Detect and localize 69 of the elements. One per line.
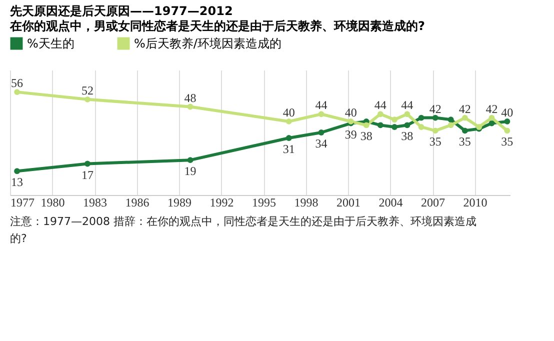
data-label: 17 [81, 168, 94, 182]
data-label: 48 [184, 90, 196, 105]
data-label: 38 [401, 129, 414, 144]
point [318, 111, 324, 118]
point [363, 122, 370, 128]
point [392, 124, 398, 130]
data-label: 42 [486, 102, 498, 116]
data-label: 35 [501, 134, 514, 149]
point [377, 111, 384, 118]
x-tick-label: 2004 [378, 196, 403, 210]
data-label: 44 [315, 98, 328, 112]
point [488, 114, 495, 121]
x-tick-label: 1983 [83, 196, 108, 210]
data-label: 39 [344, 127, 357, 142]
data-label: 19 [184, 164, 196, 178]
point [84, 160, 90, 167]
data-label: 44 [374, 98, 386, 112]
point [286, 135, 292, 141]
legend-label: %天生的 [27, 36, 74, 51]
text: 注意：1977—2008 措辞：在你的观点中，同性恋者是天生的还是由于后天教养、环境因素造成的? [10, 215, 476, 245]
point [488, 120, 495, 126]
point [187, 104, 194, 110]
point [14, 168, 20, 174]
data-label: 40 [282, 105, 295, 120]
x-tick-label: 1998 [294, 196, 318, 210]
point [448, 122, 454, 128]
point [377, 122, 384, 128]
data-label: 42 [458, 102, 471, 116]
point [418, 114, 424, 121]
chart-title: 先天原因还是后天原因——1977—2012 [9, 4, 233, 18]
point [318, 130, 324, 136]
x-tick-label: 1977 [10, 196, 34, 210]
data-label: 40 [501, 105, 514, 120]
data-label: 35 [458, 134, 471, 149]
point [504, 118, 510, 124]
point [448, 116, 454, 123]
x-tick-label: 2010 [463, 196, 488, 210]
data-label: 52 [81, 83, 94, 98]
point [84, 96, 90, 102]
data-label: 42 [429, 102, 442, 116]
x-tick-label: 1980 [40, 196, 65, 210]
point [14, 89, 20, 96]
point [418, 124, 424, 130]
chart-subtitle: 在你的观点中，男或女同性恋者是天生的还是由于后天教养、环境因素造成的? [9, 19, 425, 33]
data-label: 40 [344, 105, 357, 120]
data-label: 56 [11, 76, 24, 90]
data-label: 35 [429, 134, 442, 149]
data-label: 13 [11, 175, 24, 190]
point [504, 128, 510, 134]
x-tick-label: 1989 [168, 196, 192, 210]
point [432, 128, 438, 134]
legend-label: %后天教养/环境因素造成的 [134, 36, 282, 51]
x-tick-label: 1995 [252, 196, 276, 210]
point [404, 122, 410, 128]
data-label: 31 [282, 142, 295, 156]
point [392, 116, 398, 123]
point [462, 114, 468, 121]
point [432, 114, 438, 121]
point [404, 111, 410, 118]
x-tick-label: 1986 [125, 196, 150, 210]
data-label: 38 [360, 129, 372, 144]
point [286, 118, 292, 124]
x-tick-label: 2001 [336, 196, 361, 210]
point [462, 128, 468, 134]
point [187, 157, 194, 164]
x-tick-label: 2007 [421, 196, 446, 210]
data-label: 34 [315, 136, 328, 150]
x-tick-label: 1992 [210, 196, 234, 210]
data-label: 44 [401, 98, 414, 112]
